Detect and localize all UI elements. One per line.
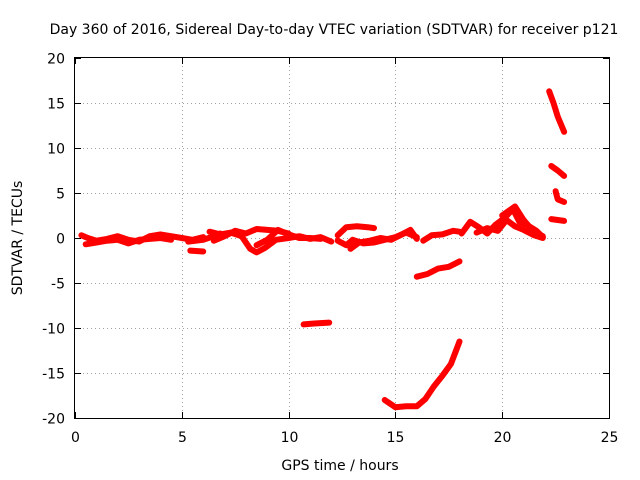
x-tick-label: 5 xyxy=(178,430,187,446)
series-line-3 xyxy=(187,247,207,255)
series-line-17 xyxy=(499,203,546,240)
series-line-11 xyxy=(347,226,420,252)
y-tick-label: 5 xyxy=(56,187,65,203)
x-tick-labels: 0 5 10 15 20 25 xyxy=(71,430,618,446)
series-line-13 xyxy=(413,258,463,280)
series-line-21 xyxy=(548,216,568,224)
y-tick-label: -10 xyxy=(42,322,65,338)
series-line-19 xyxy=(548,163,568,179)
x-tick-label: 10 xyxy=(281,430,299,446)
y-tick-label: 10 xyxy=(47,142,65,158)
y-tick-label: -15 xyxy=(42,367,65,383)
series-line-9 xyxy=(334,223,377,239)
series-group xyxy=(78,88,568,411)
y-tick-label: -5 xyxy=(51,277,65,293)
x-tick-label: 15 xyxy=(387,430,405,446)
y-tick-label: 0 xyxy=(56,232,65,248)
series-line-12 xyxy=(420,227,463,244)
x-tick-label: 20 xyxy=(494,430,512,446)
x-tick-label: 25 xyxy=(601,430,619,446)
series-line-16 xyxy=(473,217,546,241)
series-line-8 xyxy=(300,319,333,328)
y-tick-label: -20 xyxy=(42,412,65,428)
series-line-2 xyxy=(82,235,175,248)
series-line-14 xyxy=(381,338,463,411)
x-tick-label: 0 xyxy=(71,430,80,446)
series-line-7 xyxy=(253,226,324,249)
plot-frame xyxy=(74,57,610,419)
axis-ticks xyxy=(75,58,610,419)
y-axis-label: SDTVAR / TECUs xyxy=(10,181,26,296)
y-tick-label: 15 xyxy=(47,97,65,113)
chart-title: Day 360 of 2016, Sidereal Day-to-day VTE… xyxy=(50,22,619,38)
series-line-20 xyxy=(552,188,568,205)
y-tick-labels: -20 -15 -10 -5 0 5 10 15 20 xyxy=(42,52,65,428)
y-tick-label: 20 xyxy=(47,52,65,68)
x-axis-label: GPS time / hours xyxy=(281,458,398,474)
series-line-18 xyxy=(546,88,568,135)
